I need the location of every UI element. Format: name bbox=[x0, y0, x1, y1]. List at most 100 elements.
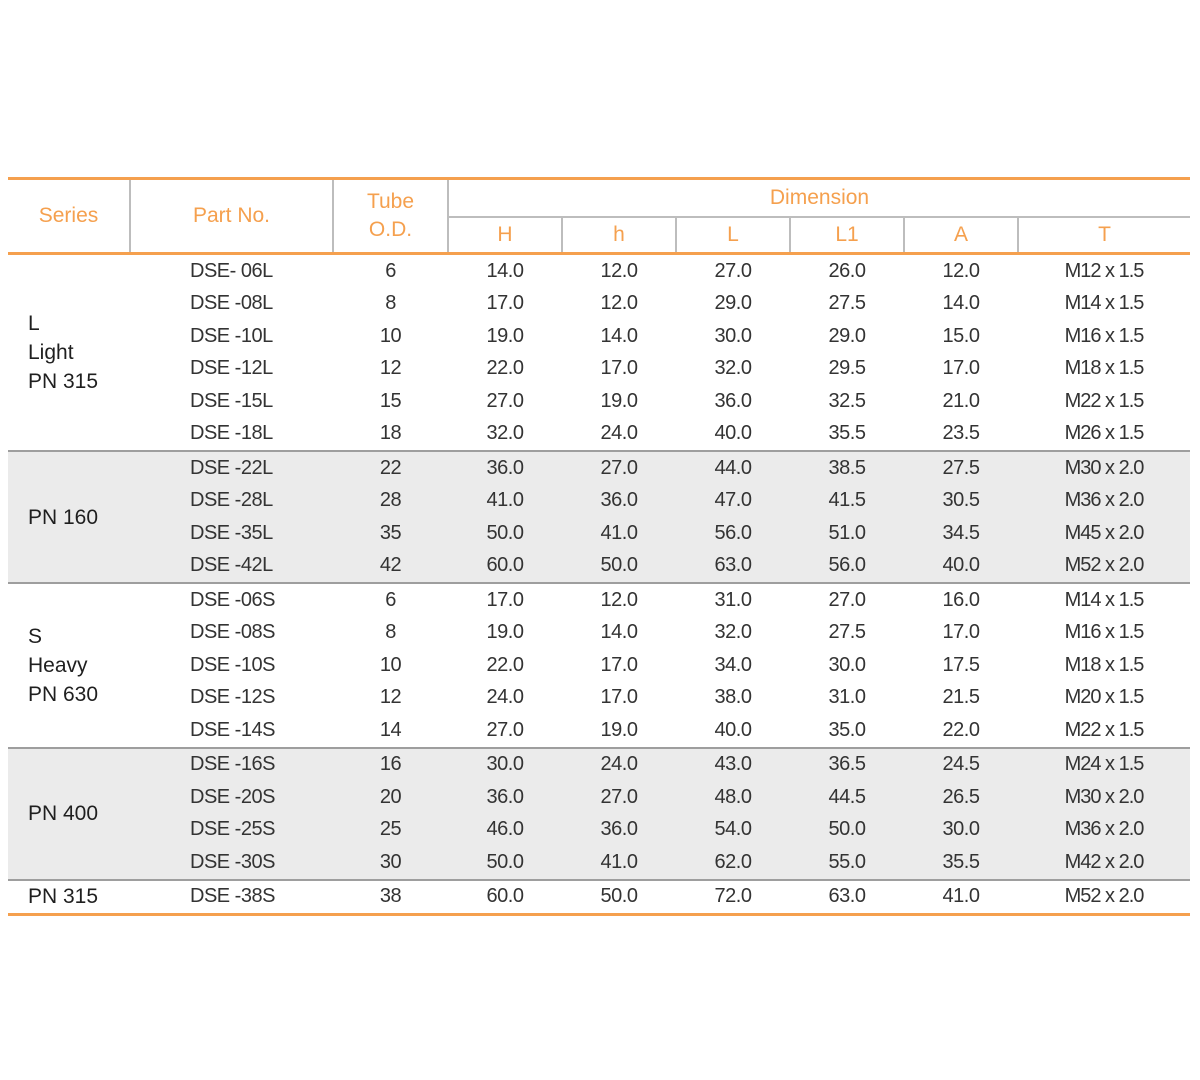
dim-T-cell: M14 x 1.5 bbox=[1018, 582, 1190, 617]
dim-H-cell: 27.0 bbox=[486, 389, 524, 412]
dim-H-cell: 22.0 bbox=[486, 653, 524, 676]
dim-L1-cell: 55.0 bbox=[790, 846, 904, 880]
tube-od-cell: 25 bbox=[333, 813, 448, 846]
dim-h-cell: 36.0 bbox=[562, 484, 676, 517]
dim-h-cell: 24.0 bbox=[562, 746, 676, 781]
dim-A-cell: 21.5 bbox=[942, 686, 980, 709]
dim-A-cell: 17.0 bbox=[942, 357, 980, 380]
dim-h-cell: 50.0 bbox=[562, 549, 676, 583]
table-row: DSE -10S 10 22.0 17.0 34.0 30.0 17.5 M18 x 1.5 bbox=[8, 649, 1190, 682]
dim-T-cell: M12 x 1.5 bbox=[1064, 259, 1145, 282]
dim-H-cell: 50.0 bbox=[448, 517, 562, 550]
header-dim-T: T bbox=[1017, 217, 1190, 255]
tube-od-cell: 12 bbox=[379, 357, 402, 380]
dim-A-cell: 34.5 bbox=[904, 517, 1018, 550]
dim-L-cell: 38.0 bbox=[714, 686, 752, 709]
table-row: DSE -30S 30 50.0 41.0 62.0 55.0 35.5 M42 x 2.0 bbox=[8, 846, 1190, 880]
dim-A-cell: 26.5 bbox=[904, 781, 1018, 814]
dim-h-cell: 14.0 bbox=[600, 324, 638, 347]
dim-h-cell: 17.0 bbox=[600, 357, 638, 380]
header-tube-line2: O.D. bbox=[368, 218, 413, 241]
part-no-cell: DSE -20S bbox=[130, 781, 333, 814]
dim-H-cell: 30.0 bbox=[448, 746, 562, 781]
dim-L1-cell: 31.0 bbox=[828, 686, 866, 709]
series-group: PN 315 DSE -38S 38 60.0 50.0 72.0 63.0 41.0 M52 … bbox=[8, 878, 1190, 916]
dim-T-cell: M18 x 1.5 bbox=[1064, 653, 1145, 676]
tube-od-cell: 8 bbox=[385, 621, 396, 644]
table-header: Series Part No. Tube O.D. Dimension H h … bbox=[8, 177, 1190, 255]
series-label-line: PN 315 bbox=[28, 370, 99, 393]
table-row: DSE -12S 12 24.0 17.0 38.0 31.0 21.5 M20 x 1.5 bbox=[8, 682, 1190, 715]
part-no-cell: DSE -25S bbox=[130, 813, 333, 846]
table-row: DSE -12L 12 22.0 17.0 32.0 29.5 17.0 M18 x 1.5 bbox=[8, 353, 1190, 386]
table-row: DSE -35L 35 50.0 41.0 56.0 51.0 34.5 M45 x 2.0 bbox=[8, 517, 1190, 550]
series-label-line: Light bbox=[28, 341, 74, 364]
dim-T-cell: M16 x 1.5 bbox=[1064, 324, 1145, 347]
dim-T-cell: M26 x 1.5 bbox=[1064, 422, 1145, 445]
tube-od-cell: 18 bbox=[379, 422, 402, 445]
series-label-line: Heavy bbox=[28, 653, 88, 677]
header-dim-H: H bbox=[448, 217, 562, 255]
dim-h-cell: 41.0 bbox=[562, 517, 676, 550]
tube-od-cell: 22 bbox=[333, 450, 448, 485]
tube-od-cell: 8 bbox=[385, 292, 396, 315]
dim-L1-cell: 36.5 bbox=[790, 746, 904, 781]
dim-L-cell: 29.0 bbox=[714, 292, 752, 315]
dim-L1-cell: 29.0 bbox=[828, 324, 866, 347]
series-cell: PN 160 bbox=[8, 450, 130, 583]
series-cell: PN 315 bbox=[8, 878, 130, 916]
dim-H-cell: 60.0 bbox=[448, 878, 562, 916]
dim-L-cell: 48.0 bbox=[676, 781, 790, 814]
series-cell: L Light PN 315 bbox=[8, 254, 130, 452]
dim-T-cell: M45 x 2.0 bbox=[1018, 517, 1190, 550]
dim-L-cell: 56.0 bbox=[676, 517, 790, 550]
dim-h-cell: 12.0 bbox=[600, 292, 638, 315]
dim-L-cell: 32.0 bbox=[714, 357, 752, 380]
part-no-cell: DSE -12L bbox=[190, 357, 273, 380]
dim-h-cell: 17.0 bbox=[600, 653, 638, 676]
series-label-line: S bbox=[28, 624, 43, 648]
dim-L1-cell: 35.0 bbox=[828, 718, 866, 741]
dim-h-cell: 50.0 bbox=[562, 878, 676, 916]
table-row: PN 400 DSE -16S 16 30.0 24.0 43.0 36.5 24.5 M24 … bbox=[8, 746, 1190, 880]
series-label-line: PN 160 bbox=[28, 505, 99, 529]
dim-H-cell: 22.0 bbox=[486, 357, 524, 380]
series-label-line: PN 630 bbox=[28, 682, 99, 706]
tube-od-cell: 28 bbox=[333, 484, 448, 517]
dim-h-cell: 27.0 bbox=[562, 781, 676, 814]
header-dim-L1: L1 bbox=[789, 217, 904, 255]
dim-T-cell: M52 x 2.0 bbox=[1018, 549, 1190, 583]
dim-T-cell: M30 x 2.0 bbox=[1018, 450, 1190, 485]
dim-L-cell: 47.0 bbox=[676, 484, 790, 517]
dim-h-cell: 12.0 bbox=[600, 259, 638, 282]
dim-H-cell: 24.0 bbox=[486, 686, 524, 709]
table-row: DSE -28L 28 41.0 36.0 47.0 41.5 30.5 M36 x 2.0 bbox=[8, 484, 1190, 517]
dim-L1-cell: 30.0 bbox=[828, 653, 866, 676]
dim-h-cell: 19.0 bbox=[600, 718, 638, 741]
dim-L-cell: 72.0 bbox=[676, 878, 790, 916]
series-group: L Light PN 315 DSE- 06L 6 14.0 12.0 27.0 26.0 12.… bbox=[8, 254, 1190, 452]
dim-h-cell: 36.0 bbox=[562, 813, 676, 846]
series-label-line: L bbox=[28, 312, 40, 335]
dim-L-cell: 36.0 bbox=[714, 389, 752, 412]
dim-L1-cell: 41.5 bbox=[790, 484, 904, 517]
dim-A-cell: 40.0 bbox=[904, 549, 1018, 583]
header-tube-line1: Tube bbox=[366, 190, 415, 213]
dim-A-cell: 15.0 bbox=[942, 324, 980, 347]
dim-H-cell: 36.0 bbox=[448, 781, 562, 814]
dim-L1-cell: 29.5 bbox=[828, 357, 866, 380]
tube-od-cell: 14 bbox=[379, 718, 402, 741]
dim-A-cell: 41.0 bbox=[904, 878, 1018, 916]
dim-T-cell: M36 x 2.0 bbox=[1018, 484, 1190, 517]
tube-od-cell: 6 bbox=[333, 582, 448, 617]
part-no-cell: DSE -18L bbox=[190, 422, 273, 445]
dim-L-cell: 40.0 bbox=[714, 422, 752, 445]
dim-L1-cell: 50.0 bbox=[790, 813, 904, 846]
dim-L1-cell: 51.0 bbox=[790, 517, 904, 550]
dim-A-cell: 23.5 bbox=[942, 422, 980, 445]
part-no-cell: DSE -42L bbox=[130, 549, 333, 583]
table-row: DSE -18L 18 32.0 24.0 40.0 35.5 23.5 M26 x 1.5 bbox=[8, 418, 1190, 452]
tube-od-cell: 15 bbox=[379, 389, 402, 412]
dim-A-cell: 17.0 bbox=[942, 621, 980, 644]
header-dim-L: L bbox=[675, 217, 790, 255]
